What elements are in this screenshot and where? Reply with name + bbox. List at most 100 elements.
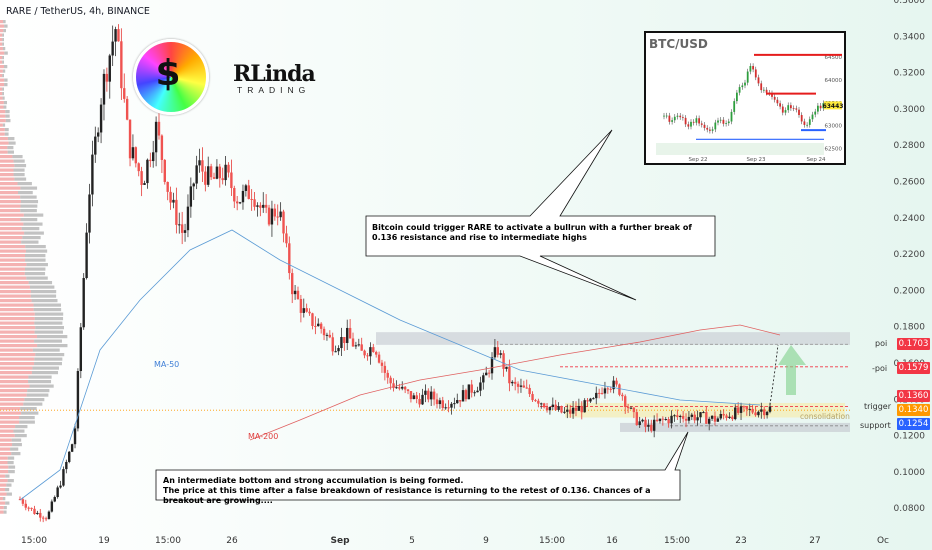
candle-body [520,385,522,386]
candle-body [152,152,154,161]
volume-profile-bar [8,461,14,464]
volume-profile-bar [27,394,49,397]
candle-body [54,497,56,501]
candle-body [418,399,420,404]
inset-candle-body [690,122,692,127]
level-label-support: support [860,421,891,430]
x-tick-label: 23 [735,536,746,546]
volume-profile-bar [12,443,22,446]
volume-profile-bar [0,61,2,64]
inset-candle-body [812,115,814,120]
volume-profile-bar [21,241,38,244]
volume-profile-bar [3,124,5,127]
candle-body [531,394,533,400]
volume-profile-bar [8,479,14,482]
volume-profile-bar [0,295,31,298]
volume-profile-bar [25,254,45,257]
candle-body [85,233,87,278]
btc-inset-chart[interactable]: BTC/USD 6450064000635006300062500Sep 22S… [644,31,846,165]
volume-profile-bar [0,137,8,140]
inset-candle-body [682,117,684,118]
volume-profile-bar [0,29,3,32]
inset-candle-body [785,110,787,112]
volume-profile-bar [0,358,34,361]
volume-profile-bar [0,79,4,82]
candle-body [358,344,360,345]
volume-profile-bar [0,155,12,158]
candle-body [734,407,736,419]
price-tag-poi: 0.1703 [897,338,930,350]
candle-body [378,355,380,363]
candle-body [389,378,391,384]
inset-candle-body [696,118,698,122]
volume-profile-bar [20,196,37,199]
volume-profile-bar [0,43,2,46]
volume-profile-bar [34,308,62,311]
candle-body [332,337,334,351]
volume-profile-bar [22,236,40,239]
candle-body [442,400,444,408]
candle-body [288,243,290,273]
candle-body [210,166,212,177]
volume-profile-bar [35,353,64,356]
y-tick-label: 0.3600 [894,0,926,6]
inset-last-price: 63443 [823,103,844,110]
inset-x-tick: Sep 23 [746,157,766,163]
candle-body [401,387,403,389]
inset-candle-body [698,118,700,123]
volume-profile-bar [0,47,3,50]
volume-profile-bar [13,430,24,433]
volume-profile-bar [0,367,32,370]
volume-profile-bar [20,187,37,190]
inset-volume-band [656,143,824,155]
level-label-poi: poi [875,339,887,348]
candle-body [375,352,377,355]
candle-body [256,205,258,206]
volume-profile-bar [0,245,25,248]
candle-body [323,329,325,335]
volume-profile-bar [0,281,29,284]
volume-profile-bar [0,304,34,307]
inset-candle-body [795,108,797,109]
inset-candle-body [741,85,743,87]
inset-candle-body [777,100,779,104]
volume-profile-bar [2,43,4,46]
candle-body [158,122,160,136]
candle-body [308,312,310,314]
volume-profile-bar [0,484,6,487]
volume-profile-bar [11,452,20,455]
candle-body [138,163,140,171]
volume-profile-bar [0,385,30,388]
volume-profile-bar [0,407,20,410]
candle-body [91,155,93,195]
inset-candle-body [774,97,776,100]
volume-profile-bar [0,299,32,302]
volume-profile-bar [8,151,14,154]
candle-body [722,414,724,415]
volume-profile-bar [25,272,45,275]
candle-body [404,387,406,390]
volume-profile-bar [0,205,21,208]
volume-profile-bar [0,25,4,28]
level-label-trigger: trigger [864,402,891,411]
volume-profile-bar [0,38,2,41]
candle-body [190,186,192,206]
candle-body [74,428,76,444]
candle-body [731,417,733,419]
candle-body [97,132,99,136]
volume-profile-bar [21,412,38,415]
candle-body [589,399,591,402]
volume-profile-bar [0,286,30,289]
candle-body [421,395,423,405]
candle-body [549,407,551,410]
candle-body [638,421,640,425]
volume-profile-bar [20,407,37,410]
inset-candle-body [717,121,719,123]
candle-body [624,396,626,407]
candle-body [395,387,397,388]
candle-body [647,425,649,427]
candle-body [416,395,418,399]
accumulation-annotation-line2: The price at this time after a false bre… [163,486,653,506]
volume-profile-bar [0,362,34,365]
candle-body [317,324,319,326]
